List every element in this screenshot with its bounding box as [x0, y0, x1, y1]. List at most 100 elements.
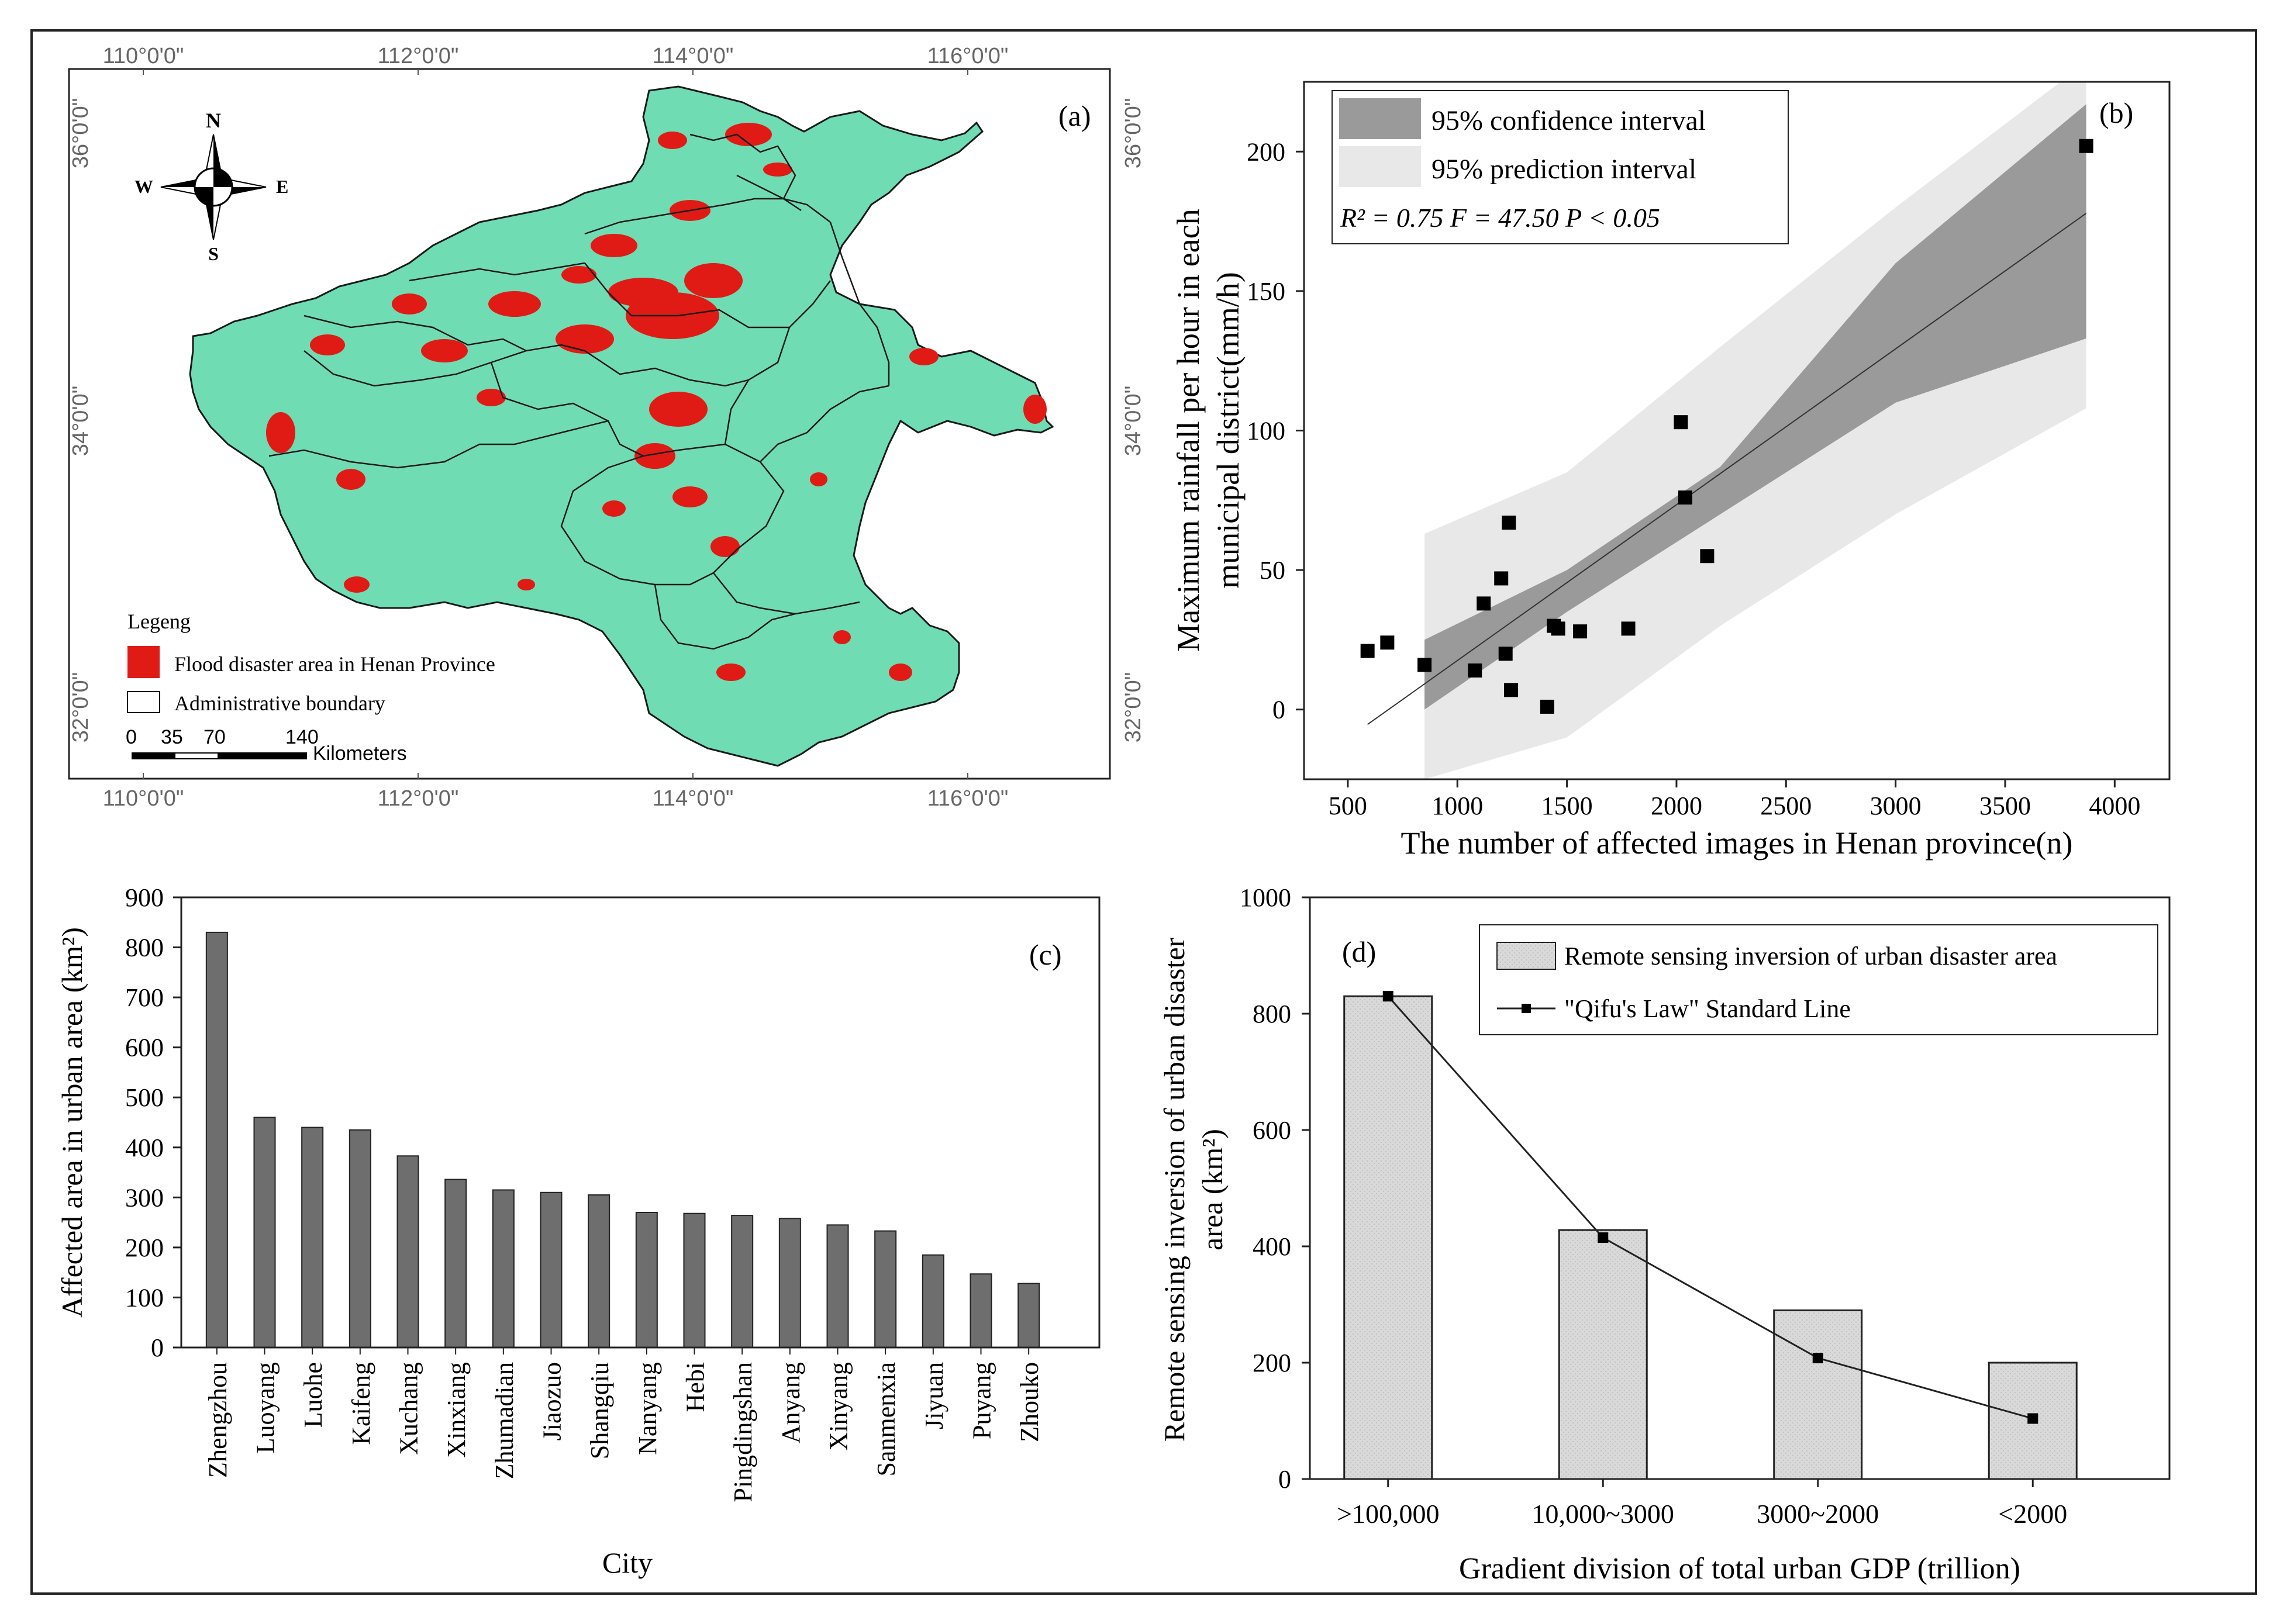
x-tick-label: 4000	[2089, 792, 2140, 820]
bar-luoyang	[253, 1117, 276, 1348]
gdp-bar	[1558, 1229, 1648, 1480]
scatter-point	[1678, 490, 1692, 505]
scale-tick-0: 0	[126, 726, 137, 748]
regression-stats: R² = 0.75 F = 47.50 P < 0.05	[1340, 203, 1660, 233]
bar-anyang	[778, 1218, 801, 1348]
bar-xinyang	[826, 1224, 849, 1349]
y-tick-label: 500	[125, 1083, 164, 1112]
scatter-point	[1494, 571, 1509, 586]
scatter-point	[1502, 515, 1516, 530]
lon-label-110-top: 110°0'0"	[103, 44, 184, 68]
x-tick-label: 3500	[1979, 792, 2031, 820]
y-tick-label: 800	[125, 934, 164, 962]
y-tick-label: 200	[125, 1233, 164, 1262]
x-tick-label: Nanyang	[633, 1362, 662, 1455]
panel-a-map: (a) 110°0'0" 112°0'0" 114°0'0" 116°0'0" …	[68, 44, 1146, 811]
y-tick-label: 700	[125, 983, 164, 1012]
x-tick-label: Zhengzhou	[203, 1362, 232, 1478]
pi-legend-label: 95% prediction interval	[1431, 154, 1696, 185]
qifu-standard-line	[1387, 996, 2033, 1419]
qifu-line-point	[1598, 1232, 1609, 1243]
lat-label-34-left: 34°0'0"	[68, 386, 93, 456]
x-tick-label: Pingdingshan	[729, 1362, 757, 1502]
scale-tick-70: 70	[203, 726, 226, 748]
pi-legend-swatch	[1339, 146, 1421, 187]
flood-legend-label: Flood disaster area in Henan Province	[174, 652, 495, 676]
confidence-band	[1424, 104, 2086, 710]
scale-bar	[132, 752, 307, 759]
bar-pingdingshan	[731, 1215, 754, 1348]
y-tick-label: 0	[1272, 696, 1285, 724]
x-tick-label: Anyang	[777, 1362, 805, 1443]
henan-province	[189, 85, 1054, 767]
panel-b-ylabel-line1: Maximum rainfall per hour in each	[1171, 209, 1206, 651]
x-tick-label: <2000	[1998, 1499, 2067, 1529]
bar-puyang	[970, 1273, 992, 1349]
bar-jiaozuo	[540, 1191, 563, 1349]
bar-zhouko	[1017, 1283, 1040, 1348]
x-tick-label: Zhouko	[1015, 1362, 1044, 1442]
x-tick-label: 3000	[1870, 792, 1922, 820]
lat-label-32-left: 32°0'0"	[68, 672, 93, 742]
x-tick-label: 3000~2000	[1757, 1499, 1879, 1529]
panel-b-ylabel-line2: municipal district(mm/h)	[1210, 272, 1246, 588]
panel-d-legend: Remote sensing inversion of urban disast…	[1479, 924, 2158, 1035]
panel-d-bar-line: >100,000 10,000~3000 3000~2000 <2000 0 200 400…	[1158, 883, 2171, 1585]
scatter-point	[1551, 621, 1565, 636]
x-tick-label: 1000	[1431, 792, 1483, 820]
x-tick-label: 1500	[1541, 792, 1593, 820]
panel-b-legend: 95% confidence interval 95% prediction i…	[1332, 90, 1789, 244]
y-tick-label: 1000	[1240, 883, 1291, 912]
bar-zhengzhou	[205, 931, 228, 1348]
panel-c-bar: Zhengzhou Luoyang Luohe Kaifeng Xuchang Xinxi…	[56, 883, 1101, 1579]
lon-label-116-top: 116°0'0"	[927, 44, 1009, 68]
panel-d-ylabel-line2: area (km²)	[1196, 1129, 1229, 1250]
gdp-bar	[1773, 1309, 1863, 1480]
panel-b-xlabel: The number of affected images in Henan p…	[1401, 825, 2072, 861]
x-tick-label: Luoyang	[251, 1362, 280, 1453]
ci-legend-label: 95% confidence interval	[1431, 105, 1706, 136]
flood-legend-swatch	[127, 646, 160, 678]
y-tick-label: 200	[1247, 137, 1285, 166]
bar-nanyang	[635, 1212, 658, 1348]
lon-label-116-bottom: 116°0'0"	[927, 786, 1009, 811]
panel-b-label: (b)	[2099, 96, 2133, 129]
bar-sanmenxia	[874, 1230, 897, 1348]
x-tick-label: Xuchang	[395, 1362, 423, 1455]
bar-xuchang	[396, 1155, 419, 1349]
line-legend-marker	[1522, 1004, 1531, 1013]
figure-frame	[30, 29, 2257, 1595]
map-legend-title: Legeng	[127, 610, 191, 633]
line-legend-label: "Qifu's Law" Standard Line	[1564, 994, 1851, 1023]
bar-zhumadian	[492, 1189, 515, 1348]
scale-tick-35: 35	[161, 726, 183, 748]
scatter-point	[1540, 699, 1554, 714]
x-tick-label: Jiyuan	[920, 1362, 948, 1429]
y-tick-label: 100	[125, 1283, 164, 1312]
scatter-point	[1621, 621, 1636, 636]
y-tick-label: 300	[125, 1183, 164, 1212]
panel-d-ylabel-line1: Remote sensing inversion of urban disast…	[1158, 937, 1191, 1442]
y-tick-label: 200	[1253, 1349, 1291, 1377]
x-tick-label: Puyang	[968, 1362, 996, 1439]
x-tick-label: Sanmenxia	[872, 1362, 901, 1477]
x-tick-label: 500	[1329, 792, 1367, 820]
panel-b-axes-frame	[1303, 81, 2171, 780]
admin-boundaries	[268, 133, 890, 650]
compass-w: W	[134, 176, 153, 197]
compass-s: S	[208, 243, 219, 264]
panel-b-scatter: 500 1000 1500 2000 2500 3000 3500 4000 0 50 100 150…	[1171, 81, 2171, 861]
y-tick-label: 400	[125, 1134, 164, 1162]
panel-d-label: (d)	[1342, 935, 1376, 968]
x-tick-label: Kaifeng	[347, 1362, 375, 1445]
lat-label-36-left: 36°0'0"	[68, 98, 93, 168]
y-tick-label: 600	[125, 1034, 164, 1062]
y-tick-label: 0	[1278, 1465, 1291, 1494]
y-tick-label: 800	[1253, 1000, 1291, 1028]
y-tick-label: 0	[151, 1333, 164, 1362]
panel-d-xlabel: Gradient division of total urban GDP (tr…	[1459, 1552, 2020, 1585]
bar-shangqiu	[588, 1194, 610, 1348]
x-tick-label: 2500	[1760, 792, 1812, 820]
lat-label-32-right: 32°0'0"	[1121, 672, 1146, 742]
north-arrow-compass-icon: N S E W	[134, 109, 288, 264]
